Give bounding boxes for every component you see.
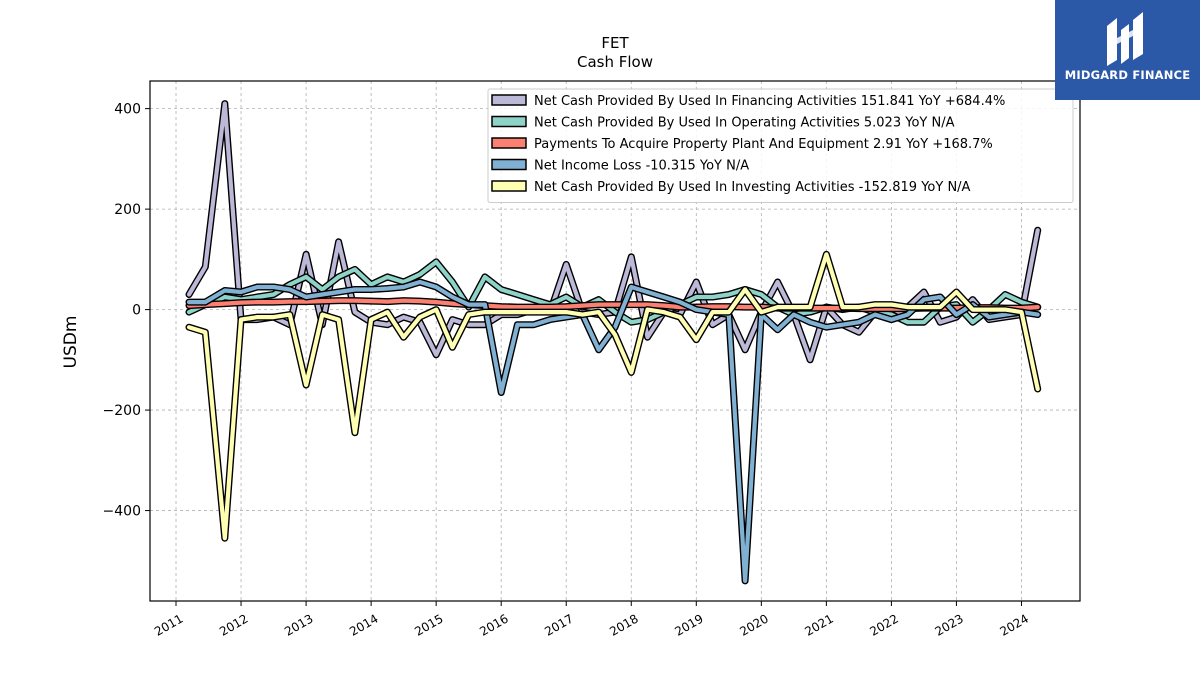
y-tick-label: 0 (132, 303, 141, 319)
logo-text: MIDGARD FINANCE (1064, 68, 1191, 82)
legend-swatch (491, 158, 527, 171)
legend-label: Net Income Loss -10.315 YoY N/A (534, 159, 749, 174)
plot-frame (149, 80, 1081, 602)
legend-label: Payments To Acquire Property Plant And E… (534, 137, 993, 152)
y-tick-label: −400 (103, 504, 141, 520)
legend-swatch (491, 180, 527, 192)
legend-swatch (491, 137, 527, 149)
y-axis-label: USDm (61, 316, 81, 369)
midgard-finance-logo: MIDGARD FINANCE (1055, 0, 1200, 100)
midgard-logo-icon (1107, 12, 1143, 66)
legend-label: Net Cash Provided By Used In Financing A… (534, 94, 1005, 109)
chart-title: FET (601, 34, 629, 52)
y-tick-label: −200 (103, 403, 141, 419)
y-tick-label: 400 (114, 102, 141, 118)
y-tick-label: 200 (114, 202, 141, 218)
chart-subtitle: Cash Flow (577, 53, 653, 71)
series-layer (185, 100, 1042, 585)
legend: Net Cash Provided By Used In Financing A… (487, 88, 1074, 203)
legend-box (487, 88, 1074, 203)
series-line-5 (186, 252, 1040, 541)
legend-swatch (491, 94, 527, 106)
legend-label: Net Cash Provided By Used In Investing A… (534, 180, 971, 195)
legend-label: Net Cash Provided By Used In Operating A… (534, 116, 955, 131)
series-line-4 (186, 279, 1040, 584)
legend-swatch (491, 115, 527, 128)
